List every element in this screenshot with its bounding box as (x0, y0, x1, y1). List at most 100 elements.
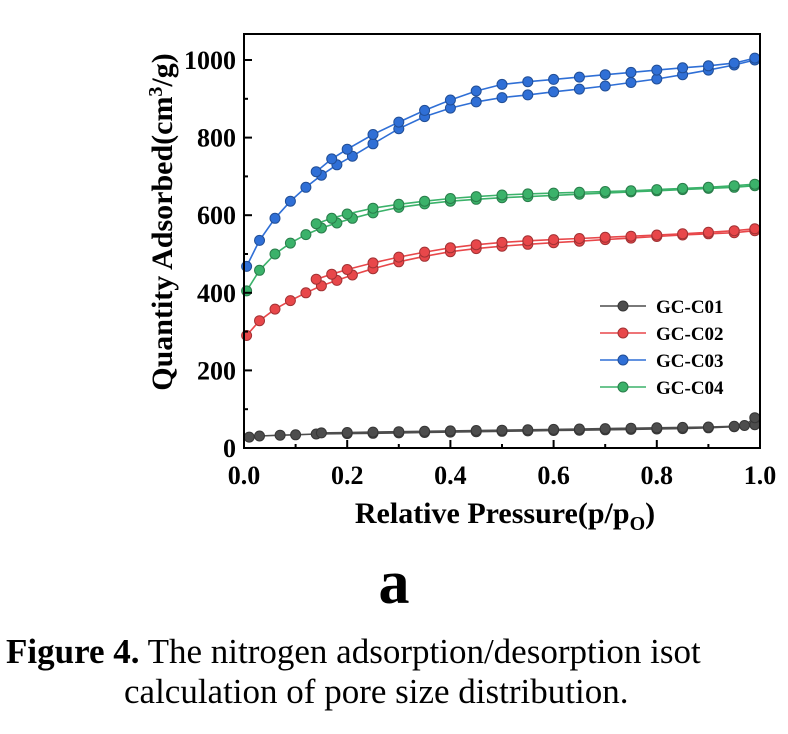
desorption-point (677, 62, 689, 74)
desorption-point (470, 191, 482, 203)
adsorption-point (625, 77, 637, 88)
y-axis-label: Quantity Adsorbed(cm3/g) (145, 53, 179, 391)
desorption-point (702, 421, 714, 433)
desorption-point (496, 424, 508, 436)
adsorption-point (254, 315, 265, 327)
adsorption-point (470, 96, 482, 108)
desorption-point (341, 264, 353, 275)
y-tick-label: 200 (197, 356, 236, 385)
adsorption-point (599, 80, 611, 92)
desorption-point (326, 212, 338, 224)
desorption-point (470, 85, 482, 97)
caption-text-line1: The nitrogen adsorption/desorption isot (139, 632, 701, 671)
desorption-point (522, 76, 534, 88)
desorption-point (625, 66, 637, 78)
x-tick-label: 0.6 (537, 461, 570, 490)
desorption-point (419, 104, 431, 116)
desorption-point (310, 218, 322, 230)
desorption-point (728, 420, 740, 432)
x-axis-label-text: Relative Pressure(p/p (355, 497, 630, 530)
desorption-point (522, 188, 534, 200)
desorption-point (573, 186, 585, 198)
desorption-line (315, 183, 755, 225)
desorption-point (677, 182, 689, 194)
desorption-line (315, 57, 755, 173)
desorption-point (625, 185, 637, 197)
desorption-point (341, 427, 353, 438)
series-gc-c03 (241, 52, 761, 272)
adsorption-point (269, 248, 281, 260)
desorption-point (749, 52, 761, 64)
desorption-point (341, 143, 353, 155)
desorption-point (573, 233, 585, 244)
desorption-point (393, 426, 405, 438)
adsorption-point (284, 237, 296, 249)
adsorption-point (367, 138, 379, 150)
legend-marker (617, 327, 629, 339)
x-tick-label: 0.2 (331, 461, 364, 490)
figure-caption: Figure 4. The nitrogen adsorption/desorp… (6, 632, 788, 712)
x-axis-label: Relative Pressure(p/pO) (355, 497, 655, 535)
adsorption-point (274, 429, 286, 441)
desorption-point (625, 230, 637, 242)
desorption-point (728, 225, 740, 237)
desorption-point (444, 425, 456, 437)
desorption-point (702, 226, 714, 238)
desorption-point (599, 186, 611, 197)
x-tick-label: 0.8 (641, 461, 674, 490)
desorption-point (444, 242, 456, 254)
series-gc-c04 (241, 178, 761, 297)
desorption-point (728, 57, 740, 69)
desorption-point (548, 423, 560, 435)
legend-marker (617, 354, 629, 366)
desorption-point (419, 195, 431, 207)
desorption-point (677, 228, 689, 240)
legend: GC-C01 GC-C02 GC-C03 GC-C04 (600, 297, 724, 399)
legend-label: GC-C03 (656, 351, 724, 372)
adsorption-point (300, 181, 312, 193)
desorption-point (393, 251, 405, 263)
desorption-point (548, 234, 560, 246)
tick-layer: 0.0 0.2 0.4 0.6 0.8 1.0 0 200 400 600 800 1000 (184, 46, 776, 490)
desorption-point (315, 427, 327, 439)
desorption-point (496, 236, 508, 248)
desorption-point (326, 153, 338, 165)
desorption-point (677, 421, 689, 433)
y-axis-label-close: /g) (146, 53, 179, 87)
adsorption-point (573, 83, 585, 95)
desorption-point (548, 73, 560, 85)
series-gc-c02 (241, 223, 761, 341)
desorption-point (728, 180, 740, 192)
isotherm-chart: 0.0 0.2 0.4 0.6 0.8 1.0 0 200 400 600 800 1000 GC-C… (145, 33, 776, 535)
legend-label: GC-C01 (656, 297, 724, 318)
desorption-point (341, 208, 353, 220)
desorption-point (326, 268, 338, 280)
y-tick-label: 400 (197, 279, 236, 308)
legend-label: GC-C02 (656, 324, 724, 345)
adsorption-point (284, 195, 296, 207)
caption-label: Figure 4. (6, 632, 140, 671)
desorption-point (310, 166, 322, 178)
x-axis-label-close: ) (645, 497, 655, 530)
x-tick-label: 0.0 (228, 461, 261, 490)
legend-marker (617, 381, 629, 393)
desorption-point (651, 422, 663, 434)
y-tick-label: 600 (197, 201, 236, 230)
adsorption-point (254, 430, 265, 442)
desorption-line (315, 228, 755, 280)
y-tick-label: 800 (197, 124, 236, 153)
legend-label: GC-C04 (656, 378, 724, 399)
desorption-point (367, 257, 379, 269)
desorption-point (419, 246, 431, 258)
x-tick-label: 1.0 (744, 461, 777, 490)
adsorption-point (284, 295, 296, 307)
caption-text-line2: calculation of pore size distribution. (124, 672, 629, 711)
adsorption-point (496, 92, 508, 104)
desorption-point (548, 187, 560, 199)
desorption-point (310, 273, 322, 285)
desorption-point (651, 229, 663, 241)
desorption-point (651, 184, 663, 196)
x-tick-label: 0.4 (434, 461, 467, 490)
desorption-point (749, 412, 761, 424)
adsorption-point (254, 264, 265, 276)
